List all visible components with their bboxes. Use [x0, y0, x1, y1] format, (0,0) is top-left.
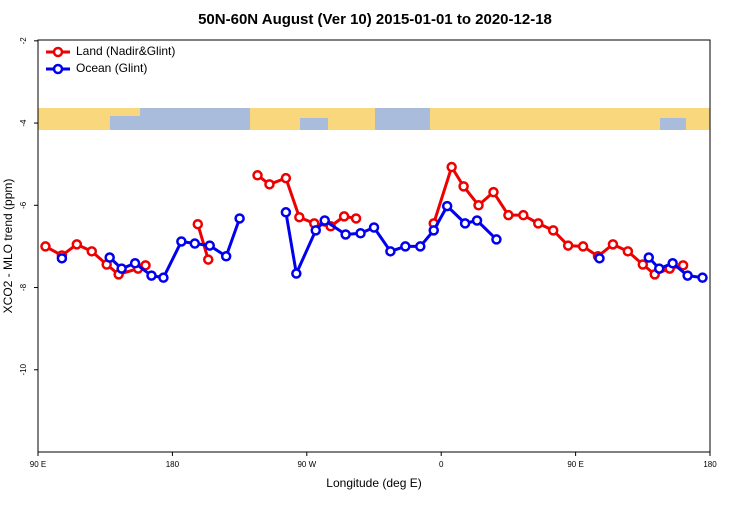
data-point [653, 263, 665, 274]
x-tick-label: 180 [166, 460, 180, 469]
x-tick-label: 90 E [567, 460, 583, 469]
data-point [533, 218, 544, 229]
data-point [310, 225, 322, 236]
legend-marker [52, 46, 64, 58]
map-ocean [300, 118, 328, 130]
data-point [607, 239, 619, 250]
data-point [158, 272, 169, 283]
data-point [677, 260, 689, 271]
data-point [129, 258, 141, 269]
y-tick-label: -10 [19, 363, 28, 375]
data-point [488, 186, 499, 198]
data-point [355, 228, 366, 239]
map-land [430, 108, 660, 130]
data-point [350, 213, 362, 224]
x-tick-label: 90 E [30, 460, 46, 469]
data-point [86, 246, 98, 257]
data-point [204, 240, 215, 251]
map-land [660, 108, 686, 118]
map-band [38, 108, 710, 130]
data-point [252, 170, 263, 181]
data-point [441, 200, 453, 212]
data-point [294, 211, 305, 223]
data-point [622, 246, 634, 257]
data-point [338, 211, 350, 222]
y-tick-label: -4 [19, 119, 28, 127]
x-axis-label: Longitude (deg E) [326, 476, 421, 490]
data-point [56, 253, 68, 264]
data-point [637, 259, 649, 270]
data-point [400, 241, 411, 252]
data-point [491, 234, 502, 245]
plot-frame [37, 39, 711, 453]
data-point [643, 252, 655, 263]
data-point [40, 241, 51, 252]
data-point [202, 254, 214, 265]
data-point [446, 161, 457, 173]
data-point [473, 200, 484, 211]
x-tick-label: 0 [439, 460, 444, 469]
data-point [697, 272, 708, 283]
data-point [189, 238, 201, 249]
data-point [562, 240, 574, 251]
data-point [518, 209, 529, 221]
data-point [547, 225, 559, 236]
legend-label: Ocean (Glint) [76, 61, 147, 75]
data-point [176, 236, 187, 247]
legend-label: Land (Nadir&Glint) [76, 44, 175, 58]
data-point [291, 268, 302, 279]
data-point [116, 263, 127, 274]
data-point [471, 215, 483, 226]
chart-title: 50N-60N August (Ver 10) 2015-01-01 to 20… [198, 11, 552, 28]
data-point [368, 222, 380, 233]
map-land [686, 108, 710, 130]
data-point [594, 253, 605, 264]
data-point [319, 215, 330, 226]
data-point [280, 207, 292, 218]
data-point [458, 181, 469, 192]
map-land [38, 108, 110, 130]
y-tick-label: -8 [19, 283, 28, 291]
map-land [110, 108, 140, 116]
data-point [234, 213, 245, 224]
data-point [667, 258, 678, 269]
data-point [146, 270, 157, 281]
x-tick-label: 90 W [297, 460, 316, 469]
data-point [104, 252, 115, 263]
data-point [385, 246, 396, 257]
data-point [682, 270, 693, 281]
data-point [192, 218, 204, 230]
data-point [415, 241, 426, 252]
data-point [503, 209, 514, 221]
legend-marker [52, 63, 64, 75]
y-tick-label: -2 [19, 37, 28, 45]
data-point [71, 239, 83, 250]
data-point [459, 218, 471, 229]
data-point [280, 172, 292, 184]
x-tick-label: 180 [703, 460, 717, 469]
y-axis-label: XCO2 - MLO trend (ppm) [1, 179, 15, 314]
data-point [264, 179, 275, 190]
data-point [577, 241, 589, 252]
data-point [428, 225, 439, 236]
y-tick-label: -6 [19, 201, 28, 209]
series-line [44, 165, 684, 276]
data-point [340, 229, 351, 240]
data-point [220, 251, 232, 262]
